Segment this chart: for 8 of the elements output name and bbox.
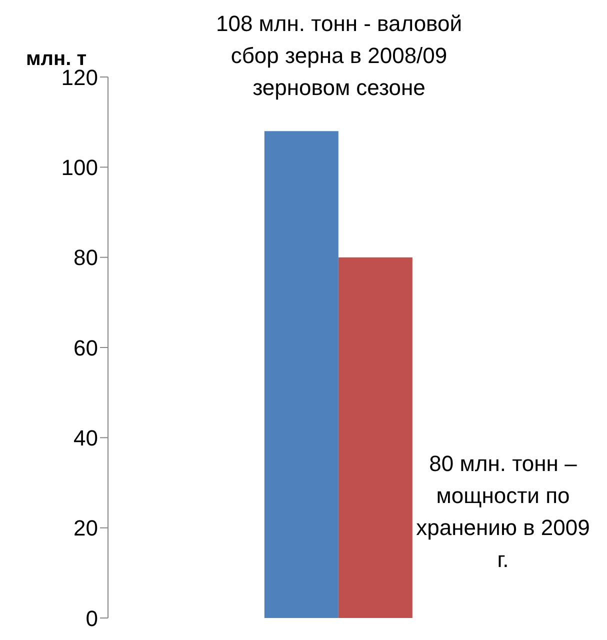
y-tick-label: 0 — [86, 606, 98, 631]
y-tick-label: 80 — [74, 245, 98, 270]
annotation: 108 млн. тонн - валовой сбор зерна в 2008/09 зерновом сезоне — [214, 10, 464, 102]
y-tick-label: 60 — [74, 335, 98, 360]
y-tick-label: 20 — [74, 516, 98, 541]
y-tick-label: 40 — [74, 425, 98, 450]
y-tick-label: 100 — [61, 154, 98, 180]
annotation: 80 млн. тонн – мощности по хранению в 2009 г. — [415, 450, 591, 574]
